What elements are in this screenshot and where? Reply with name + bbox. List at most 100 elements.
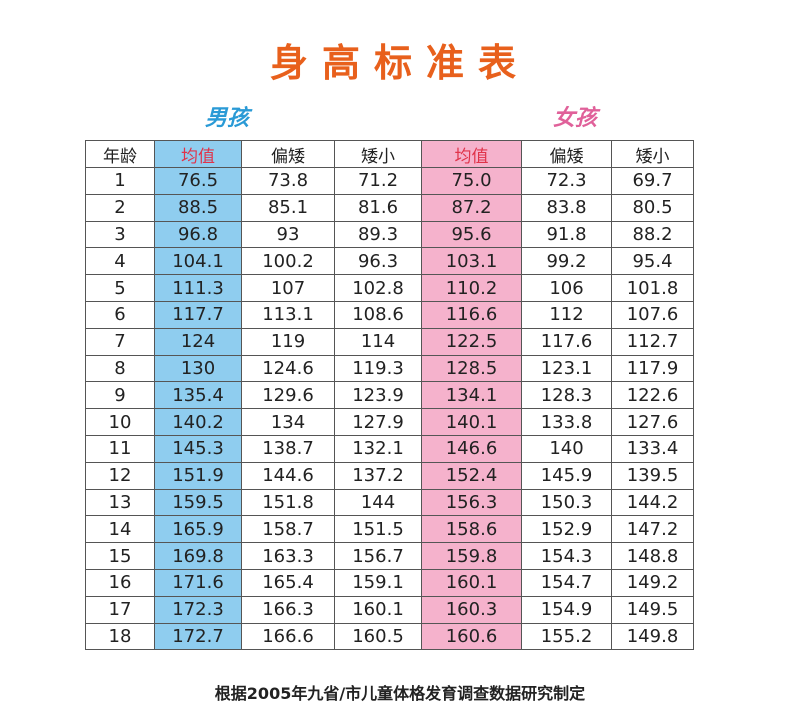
cell-boy-mean: 145.3 bbox=[154, 434, 242, 463]
cell-boy-very-short: 127.9 bbox=[334, 408, 422, 436]
cell-girl-short: 83.8 bbox=[521, 193, 612, 222]
cell-girl-short: 152.9 bbox=[521, 515, 612, 544]
cell-boy-short: 107 bbox=[241, 274, 335, 302]
cell-girl-very-short: 107.6 bbox=[611, 300, 694, 329]
cell-boy-very-short: 144 bbox=[334, 488, 422, 517]
cell-girl-short: 128.3 bbox=[521, 381, 612, 410]
cell-boy-very-short: 119.3 bbox=[334, 354, 422, 383]
cell-boy-short: 166.6 bbox=[241, 622, 335, 651]
cell-girl-very-short: 147.2 bbox=[611, 515, 694, 544]
cell-age: 11 bbox=[85, 434, 155, 463]
cell-girl-very-short: 88.2 bbox=[611, 220, 694, 249]
cell-girl-mean: 156.3 bbox=[421, 488, 522, 517]
header-girl-short: 偏矮 bbox=[521, 140, 612, 168]
cell-boy-mean: 172.3 bbox=[154, 595, 242, 624]
cell-age: 3 bbox=[85, 220, 155, 249]
cell-boy-short: 93 bbox=[241, 220, 335, 249]
cell-girl-short: 145.9 bbox=[521, 461, 612, 490]
cell-age: 6 bbox=[85, 300, 155, 329]
cell-girl-short: 123.1 bbox=[521, 354, 612, 383]
cell-boy-short: 100.2 bbox=[241, 247, 335, 276]
cell-girl-very-short: 144.2 bbox=[611, 488, 694, 517]
cell-girl-very-short: 101.8 bbox=[611, 274, 694, 302]
cell-age: 18 bbox=[85, 622, 155, 651]
cell-boy-very-short: 159.1 bbox=[334, 568, 422, 597]
cell-boy-short: 134 bbox=[241, 408, 335, 436]
cell-girl-short: 154.7 bbox=[521, 568, 612, 597]
table-row: 11 145.3 138.7 132.1 146.6 140 133.4 bbox=[85, 434, 694, 463]
height-standard-table: 年龄 均值 偏矮 矮小 均值 偏矮 矮小 1 76.5 73.8 71.2 75.0 72.3 69.7 2… bbox=[85, 140, 694, 651]
table-row: 12 151.9 144.6 137.2 152.4 145.9 139.5 bbox=[85, 461, 694, 490]
cell-girl-short: 99.2 bbox=[521, 247, 612, 276]
cell-boy-very-short: 102.8 bbox=[334, 274, 422, 302]
cell-girl-mean: 75.0 bbox=[421, 167, 522, 195]
table-row: 14 165.9 158.7 151.5 158.6 152.9 147.2 bbox=[85, 515, 694, 544]
table-row: 4 104.1 100.2 96.3 103.1 99.2 95.4 bbox=[85, 247, 694, 276]
cell-girl-short: 133.8 bbox=[521, 408, 612, 436]
cell-boy-very-short: 114 bbox=[334, 327, 422, 356]
cell-age: 1 bbox=[85, 167, 155, 195]
table-row: 5 111.3 107 102.8 110.2 106 101.8 bbox=[85, 274, 694, 302]
cell-boy-mean: 140.2 bbox=[154, 408, 242, 436]
cell-boy-very-short: 137.2 bbox=[334, 461, 422, 490]
cell-age: 9 bbox=[85, 381, 155, 410]
cell-girl-short: 112 bbox=[521, 300, 612, 329]
cell-boy-mean: 135.4 bbox=[154, 381, 242, 410]
header-boy-very-short: 矮小 bbox=[334, 140, 422, 168]
cell-age: 4 bbox=[85, 247, 155, 276]
cell-boy-very-short: 151.5 bbox=[334, 515, 422, 544]
header-girl-mean: 均值 bbox=[421, 140, 522, 168]
cell-boy-short: 73.8 bbox=[241, 167, 335, 195]
cell-boy-mean: 124 bbox=[154, 327, 242, 356]
cell-boy-short: 85.1 bbox=[241, 193, 335, 222]
cell-girl-very-short: 133.4 bbox=[611, 434, 694, 463]
cell-boy-mean: 171.6 bbox=[154, 568, 242, 597]
table-row: 13 159.5 151.8 144 156.3 150.3 144.2 bbox=[85, 488, 694, 517]
cell-girl-very-short: 148.8 bbox=[611, 542, 694, 570]
cell-girl-mean: 95.6 bbox=[421, 220, 522, 249]
header-age: 年龄 bbox=[85, 140, 155, 168]
cell-boy-very-short: 156.7 bbox=[334, 542, 422, 570]
cell-girl-short: 140 bbox=[521, 434, 612, 463]
cell-boy-mean: 130 bbox=[154, 354, 242, 383]
cell-girl-short: 117.6 bbox=[521, 327, 612, 356]
cell-boy-mean: 151.9 bbox=[154, 461, 242, 490]
header-boy-mean: 均值 bbox=[154, 140, 242, 168]
cell-girl-short: 91.8 bbox=[521, 220, 612, 249]
cell-boy-short: 151.8 bbox=[241, 488, 335, 517]
cell-boy-short: 129.6 bbox=[241, 381, 335, 410]
cell-boy-short: 165.4 bbox=[241, 568, 335, 597]
cell-boy-very-short: 132.1 bbox=[334, 434, 422, 463]
cell-girl-very-short: 112.7 bbox=[611, 327, 694, 356]
cell-boy-very-short: 108.6 bbox=[334, 300, 422, 329]
cell-girl-very-short: 69.7 bbox=[611, 167, 694, 195]
cell-girl-mean: 103.1 bbox=[421, 247, 522, 276]
table-row: 2 88.5 85.1 81.6 87.2 83.8 80.5 bbox=[85, 193, 694, 222]
source-note: 根据2005年九省/市儿童体格发育调查数据研究制定 bbox=[214, 684, 586, 703]
table-row: 9 135.4 129.6 123.9 134.1 128.3 122.6 bbox=[85, 381, 694, 410]
cell-boy-very-short: 71.2 bbox=[334, 167, 422, 195]
cell-boy-mean: 117.7 bbox=[154, 300, 242, 329]
header-girl-very-short: 矮小 bbox=[611, 140, 694, 168]
cell-girl-mean: 152.4 bbox=[421, 461, 522, 490]
cell-boy-mean: 169.8 bbox=[154, 542, 242, 570]
cell-age: 2 bbox=[85, 193, 155, 222]
cell-age: 16 bbox=[85, 568, 155, 597]
cell-girl-very-short: 149.5 bbox=[611, 595, 694, 624]
cell-girl-mean: 158.6 bbox=[421, 515, 522, 544]
cell-boy-very-short: 160.1 bbox=[334, 595, 422, 624]
table-row: 7 124 119 114 122.5 117.6 112.7 bbox=[85, 327, 694, 356]
cell-boy-mean: 172.7 bbox=[154, 622, 242, 651]
table-row: 6 117.7 113.1 108.6 116.6 112 107.6 bbox=[85, 300, 694, 329]
cell-age: 8 bbox=[85, 354, 155, 383]
cell-girl-very-short: 80.5 bbox=[611, 193, 694, 222]
cell-boy-short: 158.7 bbox=[241, 515, 335, 544]
page-title: 身高标准表 bbox=[269, 41, 530, 85]
cell-girl-very-short: 139.5 bbox=[611, 461, 694, 490]
cell-girl-very-short: 117.9 bbox=[611, 354, 694, 383]
cell-boy-short: 163.3 bbox=[241, 542, 335, 570]
cell-girl-short: 155.2 bbox=[521, 622, 612, 651]
cell-girl-short: 72.3 bbox=[521, 167, 612, 195]
cell-girl-very-short: 95.4 bbox=[611, 247, 694, 276]
cell-boy-very-short: 89.3 bbox=[334, 220, 422, 249]
